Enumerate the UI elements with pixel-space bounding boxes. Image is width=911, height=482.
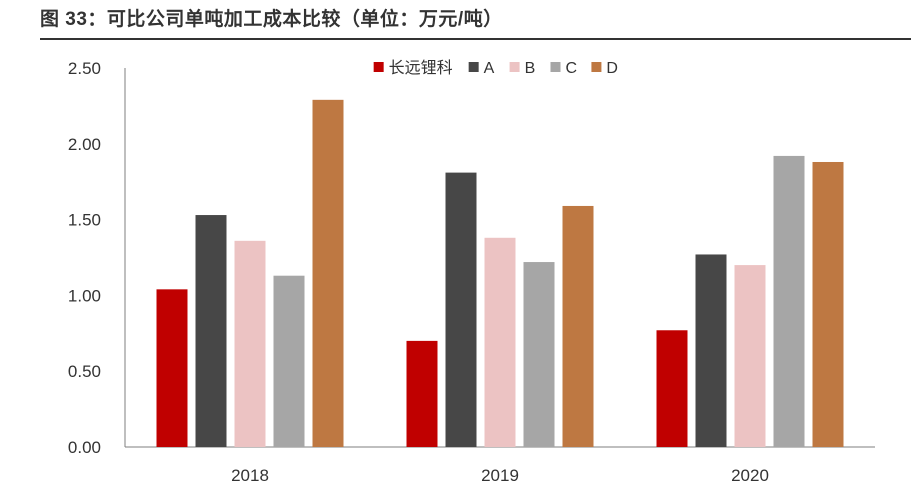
legend-swatch-B — [509, 62, 520, 72]
bar-2020-B — [734, 265, 766, 447]
bar-2018-D — [312, 99, 344, 447]
bar-2019-B — [484, 237, 516, 447]
y-tick-label: 0.00 — [68, 438, 101, 457]
bars — [156, 99, 844, 448]
legend-label: C — [566, 60, 578, 77]
legend-label: B — [525, 60, 536, 77]
bar-2019-A — [445, 172, 477, 447]
x-tick-label: 2020 — [731, 466, 769, 482]
bar-2019-D — [562, 205, 594, 447]
bar-2019-C — [523, 262, 555, 447]
y-tick-label: 1.00 — [68, 286, 101, 305]
bar-2020-长远锂科 — [656, 330, 688, 447]
bar-2018-C — [273, 275, 305, 447]
legend-swatch-长远锂科 — [373, 62, 384, 72]
figure-title: 图 33：可比公司单吨加工成本比较（单位：万元/吨） — [40, 9, 503, 30]
legend-label: 长远锂科 — [389, 59, 453, 77]
bar-2018-A — [195, 215, 227, 447]
y-tick-label: 2.00 — [68, 135, 101, 154]
x-tick-label: 2019 — [481, 466, 519, 482]
bar-2020-A — [695, 254, 727, 447]
legend-swatch-C — [550, 62, 561, 72]
legend-swatch-D — [591, 62, 602, 72]
bar-2020-C — [773, 155, 805, 448]
bar-2018-长远锂科 — [156, 289, 188, 447]
legend-label: D — [606, 60, 618, 77]
bar-2020-D — [812, 161, 844, 447]
bar-2019-长远锂科 — [406, 340, 438, 447]
x-tick-label: 2018 — [231, 466, 269, 482]
legend-swatch-A — [468, 62, 479, 72]
y-axis: 0.00 0.50 1.00 1.50 2.00 2.50 — [68, 59, 126, 457]
x-axis: 2018 2019 2020 — [125, 446, 875, 482]
legend-label: A — [484, 60, 495, 77]
legend: 长远锂科 A B C D — [373, 59, 618, 77]
y-tick-label: 0.50 — [68, 362, 101, 381]
title-divider — [40, 38, 911, 40]
bar-2018-B — [234, 240, 266, 447]
y-tick-label: 1.50 — [68, 211, 101, 230]
y-tick-label: 2.50 — [68, 59, 101, 78]
